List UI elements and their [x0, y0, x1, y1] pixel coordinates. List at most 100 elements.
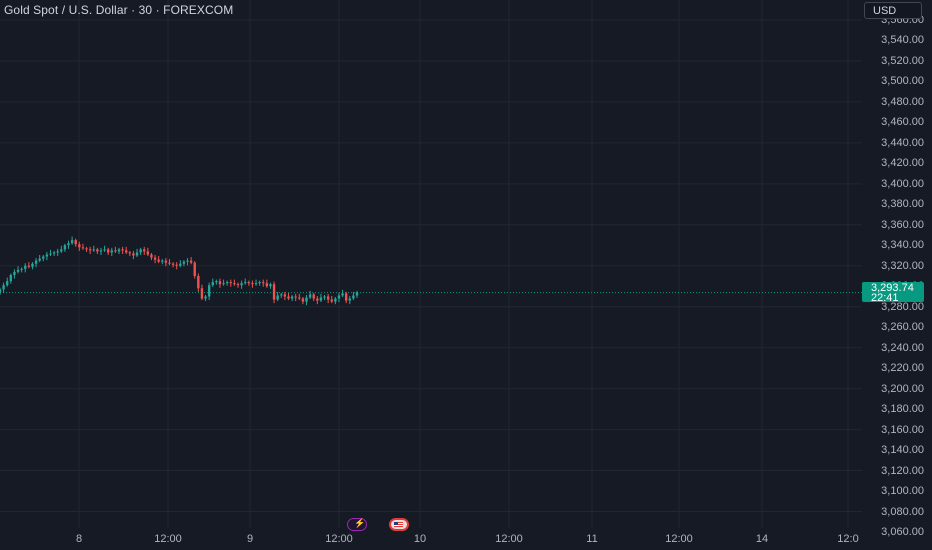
time-tick-label: 10	[413, 533, 427, 545]
candle-body	[121, 249, 124, 251]
price-tick-label: 3,420.00	[881, 157, 924, 170]
candle-body	[218, 281, 222, 285]
last-price-value: 3,293.74	[871, 282, 914, 294]
candle-body	[6, 281, 9, 286]
candle-body	[348, 298, 351, 301]
candle-body	[204, 296, 207, 299]
price-tick-label: 3,280.00	[881, 300, 924, 313]
candle-body	[153, 257, 157, 260]
price-tick-label: 3,100.00	[881, 485, 924, 498]
grid-lines	[0, 0, 862, 528]
price-tick-label: 3,440.00	[881, 136, 924, 149]
candle-body	[236, 284, 240, 286]
last-price-label: 3,293.74 22:41	[862, 282, 924, 304]
candle-body	[225, 282, 229, 284]
candle-body	[81, 247, 85, 249]
candle-body	[85, 248, 88, 250]
symbol-title[interactable]: Gold Spot / U.S. Dollar · 30 · FOREXCOM	[4, 3, 234, 17]
price-tick-label: 3,380.00	[881, 198, 924, 211]
time-tick-label: 9	[246, 533, 254, 545]
time-tick-label: 12:0	[837, 533, 859, 545]
candle-body	[161, 260, 164, 262]
price-tick-label: 3,480.00	[881, 95, 924, 108]
price-tick-label: 3,320.00	[881, 259, 924, 272]
candle-body	[135, 252, 139, 256]
time-tick-label: 12:00	[325, 533, 353, 545]
candle-body	[45, 254, 49, 257]
candle-body	[355, 292, 359, 296]
price-tick-label: 3,460.00	[881, 116, 924, 129]
candle-body	[67, 243, 70, 246]
time-tick-label: 12:00	[495, 533, 523, 545]
candle-body	[9, 274, 13, 282]
candle-body	[49, 253, 52, 255]
candle-body	[139, 249, 142, 253]
candle-body	[132, 253, 135, 256]
candle-body	[287, 296, 290, 299]
candle-body	[182, 261, 186, 264]
candle-body	[254, 283, 258, 285]
candle-body	[117, 249, 121, 252]
time-axis[interactable]: 8 12:00 9 12:00 10 12:00 11 12:00 14 12:0	[0, 528, 862, 550]
time-tick-label: 8	[75, 533, 83, 545]
candle-body	[326, 296, 330, 300]
candle-body	[0, 289, 2, 293]
chart-pane[interactable]: Gold Spot / U.S. Dollar · 30 · FOREXCOM	[0, 0, 862, 528]
candle-body	[52, 252, 56, 254]
price-tick-label: 3,360.00	[881, 218, 924, 231]
candle-body	[175, 264, 178, 266]
candle-body	[251, 283, 254, 285]
price-tick-label: 3,400.00	[881, 177, 924, 190]
candle-body	[99, 250, 103, 252]
candle-body	[337, 295, 341, 299]
candle-body	[128, 252, 132, 254]
us-flag-icon[interactable]	[389, 518, 409, 531]
candle-body	[276, 295, 279, 300]
currency-button[interactable]: USD	[864, 2, 922, 19]
candle-body	[88, 249, 92, 251]
candle-body	[193, 262, 196, 276]
candlestick-chart[interactable]	[0, 0, 862, 528]
candle-body	[96, 249, 99, 252]
price-tick-label: 3,520.00	[881, 54, 924, 67]
candle-body	[60, 249, 63, 252]
candle-body	[283, 294, 287, 297]
time-tick-label: 12:00	[665, 533, 693, 545]
candle-body	[56, 251, 59, 253]
candle-body	[280, 294, 283, 296]
candle-body	[103, 249, 106, 251]
candle-body	[294, 296, 297, 298]
candle-body	[269, 284, 272, 287]
candle-body	[312, 294, 315, 299]
candle-body	[114, 250, 117, 252]
candle-body	[200, 288, 204, 299]
candles-group	[0, 236, 359, 306]
candle-body	[305, 297, 308, 302]
candle-body	[125, 250, 128, 253]
candle-body	[16, 269, 20, 272]
candle-body	[319, 297, 323, 301]
price-tick-label: 3,200.00	[881, 382, 924, 395]
lightning-icon[interactable]: ⚡	[347, 518, 367, 531]
candle-body	[2, 285, 5, 290]
candle-body	[262, 282, 265, 284]
candle-body	[316, 298, 319, 301]
candle-body	[189, 260, 193, 263]
price-tick-label: 3,240.00	[881, 341, 924, 354]
time-tick-label: 14	[755, 533, 769, 545]
candle-body	[34, 260, 38, 264]
price-axis[interactable]: 3,560.00 3,540.00 3,520.00 3,500.00 3,480.00…	[862, 0, 932, 550]
candle-body	[197, 276, 200, 289]
price-tick-label: 3,220.00	[881, 362, 924, 375]
time-tick-label: 11	[586, 533, 598, 545]
price-tick-label: 3,140.00	[881, 444, 924, 457]
candle-body	[341, 293, 344, 296]
candle-body	[215, 281, 218, 283]
candle-body	[272, 284, 276, 300]
candle-body	[244, 282, 247, 284]
price-tick-label: 3,120.00	[881, 464, 924, 477]
candle-body	[150, 254, 153, 258]
candle-body	[70, 240, 74, 244]
candle-body	[63, 245, 67, 250]
